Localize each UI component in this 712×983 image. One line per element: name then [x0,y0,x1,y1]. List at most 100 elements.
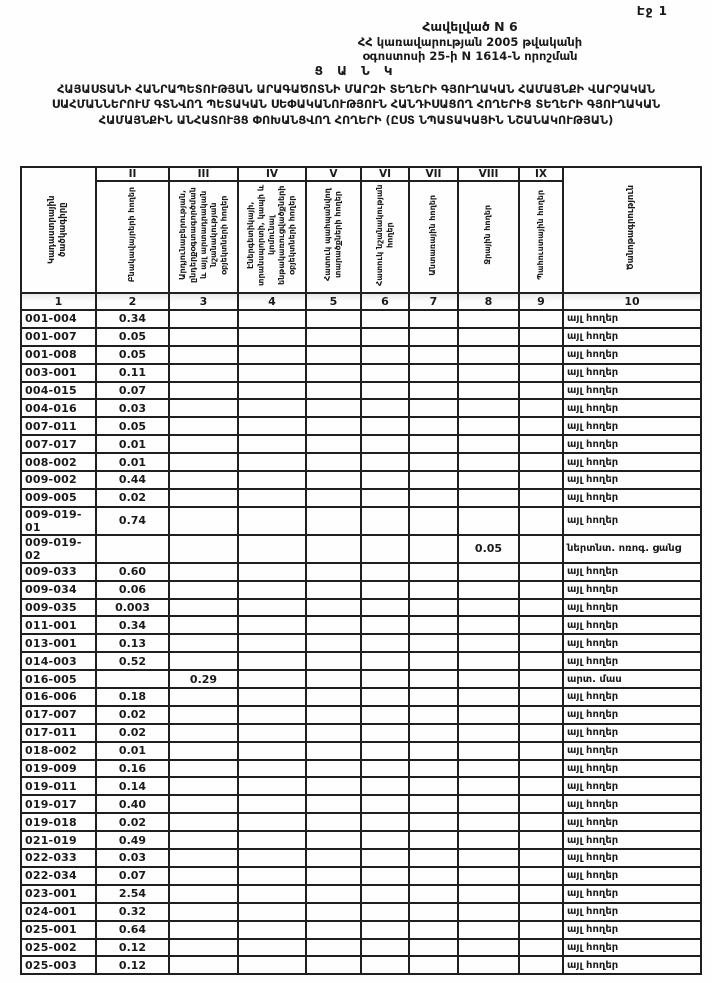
note-cell: այլ հողեր [562,758,702,779]
value-cell-2: 0.07 [95,865,170,886]
code-cell: 003-001 [20,362,97,383]
column-header-cell: Ջրային հողեր [457,180,520,294]
value-cell-9 [518,901,564,922]
value-cell-3 [168,687,239,707]
value-cell-6 [360,830,410,851]
value-cell-8 [457,633,520,654]
table-row: 004-015 0.07 այլ հողեր [20,380,702,401]
code-cell: 004-015 [20,380,97,401]
page-number-label: Էջ 1 [636,4,668,18]
code-cell: 017-007 [20,704,97,725]
code-cell: 007-011 [20,416,97,437]
table-row: 013-001 0.13 այլ հողեր [20,633,702,654]
table-row: 018-002 0.01 այլ հողեր [20,740,702,761]
value-cell-2: 0.12 [95,937,170,958]
land-transfer-table: Կադաստրային ծածկագիրը II III IV V VI VII VIII I… [20,166,702,976]
note-cell: այլ հողեր [562,380,702,401]
column-number: 1 [20,292,97,311]
value-cell-5 [305,579,362,600]
column-numeral: V [305,166,362,182]
value-cell-7 [408,416,459,437]
value-cell-5 [305,848,362,868]
value-cell-6 [360,776,410,797]
table-row: 021-019 0.49 այլ հողեր [20,830,702,851]
value-cell-3 [168,812,239,833]
value-cell-2: 0.02 [95,704,170,725]
value-cell-6 [360,633,410,654]
column-header: Բնակավայրերի հողեր [127,187,137,283]
table-row: 009-005 0.02 այլ հողեր [20,487,702,508]
value-cell-9 [518,865,564,886]
value-cell-9 [518,326,564,347]
value-cell-9 [518,955,564,976]
code-cell: 009-034 [20,579,97,600]
value-cell-9 [518,344,564,365]
value-cell-9 [518,380,564,401]
value-cell-9 [518,615,564,636]
value-cell-6 [360,470,410,490]
column-header: Արդյունաբերության, ընդերքօգտագործման և ա… [177,187,229,283]
value-cell-3 [168,380,239,401]
value-cell-9 [518,687,564,707]
code-cell: 009-033 [20,561,97,582]
column-number-row: 1 2 3 4 5 6 7 8 9 10 [20,292,702,311]
value-cell-3 [168,344,239,365]
value-cell-8 [457,794,520,815]
value-cell-8 [457,722,520,743]
value-cell-9 [518,722,564,743]
value-cell-8 [457,380,520,401]
value-cell-2: 0.06 [95,579,170,600]
value-cell-3 [168,470,239,490]
value-cell-4 [237,830,307,851]
value-cell-5 [305,865,362,886]
value-cell-7 [408,309,459,329]
value-cell-2: 0.05 [95,416,170,437]
code-cell: 017-011 [20,722,97,743]
appendix-reference-block: Հավելված N 6 ՀՀ կառավարության 2005 թվակա… [300,19,640,64]
column-header: Հատուկ պահպանվող տարածքների հողեր [323,188,343,282]
value-cell-4 [237,758,307,779]
column-number: 4 [237,292,307,311]
value-cell-4 [237,955,307,976]
value-cell-3 [168,794,239,815]
value-cell-4 [237,615,307,636]
note-cell: այլ հողեր [562,955,702,976]
value-cell-9 [518,398,564,419]
value-cell-8 [457,865,520,886]
table-row: 009-019-01 0.74 այլ հողեր [20,505,702,536]
value-cell-4 [237,687,307,707]
value-cell-5 [305,955,362,976]
value-cell-9 [518,633,564,654]
value-cell-8 [457,326,520,347]
value-cell-7 [408,687,459,707]
value-cell-9 [518,533,564,564]
value-cell-9 [518,758,564,779]
value-cell-7 [408,533,459,564]
value-cell-2: 0.14 [95,776,170,797]
value-cell-2: 0.01 [95,452,170,473]
note-cell: այլ հողեր [562,487,702,508]
value-cell-2: 0.05 [95,326,170,347]
value-cell-8 [457,687,520,707]
column-numeral: IX [518,166,564,182]
note-cell: այլ հողեր [562,937,702,958]
value-cell-6 [360,919,410,940]
value-cell-3 [168,919,239,940]
code-cell: 013-001 [20,633,97,654]
value-cell-8 [457,740,520,761]
note-cell: այլ հողեր [562,434,702,455]
value-cell-4 [237,776,307,797]
note-cell: այլ հողեր [562,561,702,582]
table-row: 011-001 0.34 այլ հողեր [20,615,702,636]
column-header: Ջրային հողեր [483,205,493,265]
value-cell-7 [408,326,459,347]
value-cell-2: 0.44 [95,470,170,490]
value-cell-5 [305,615,362,636]
value-cell-3 [168,309,239,329]
value-cell-7 [408,830,459,851]
note-cell: այլ հողեր [562,704,702,725]
column-number: 7 [408,292,459,311]
value-cell-8 [457,776,520,797]
value-cell-8 [457,505,520,536]
value-cell-5 [305,380,362,401]
